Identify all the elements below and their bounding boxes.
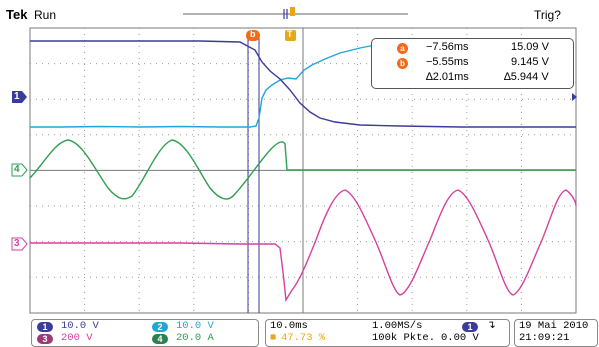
ch4-badge[interactable]: 4 <box>152 334 168 344</box>
cursor-b-badge-label: b <box>250 29 256 39</box>
acquisition-status: Run <box>34 8 57 22</box>
ch2-trace <box>30 40 396 128</box>
cursor-b-readout-badge: b <box>397 58 408 69</box>
trigger-position: 47.73 % <box>281 332 326 344</box>
ch4-scale: 20.0 A <box>176 332 214 344</box>
datetime-panel: 19 Mai 2010 21:09:21 <box>514 319 598 347</box>
status-bar: Tek Run Trig? <box>0 0 599 28</box>
trigger-level: 0.00 V <box>441 332 479 344</box>
brand-logo: Tek <box>6 7 28 22</box>
cursor-a-time: −7.56ms <box>426 41 469 53</box>
ch3-badge[interactable]: 3 <box>37 334 53 344</box>
record-position-indicator <box>183 7 408 19</box>
record-length: 100k Pkte. <box>372 332 436 344</box>
trigger-position-badge[interactable] <box>285 30 296 41</box>
trigger-level-arrow[interactable] <box>572 93 577 101</box>
falling-edge-icon: ↴ <box>487 319 496 331</box>
cursor-b-time: −5.55ms <box>426 56 469 68</box>
cursor-delta-time: ∆2.01ms <box>426 71 469 83</box>
date: 19 Mai 2010 <box>519 320 589 332</box>
channel-scale-panel[interactable]: 1 10.0 V 2 10.0 V 3 200 V 4 20.0 A <box>31 319 259 347</box>
ch3-trace <box>30 189 577 303</box>
cursor-readout-panel: a −7.56ms 15.09 V b −5.55ms 9.145 V ∆2.0… <box>371 38 574 89</box>
trigger-source-badge[interactable]: 1 <box>462 322 478 332</box>
ch1-marker-label: 1 <box>14 91 20 102</box>
trigger-status: Trig? <box>534 8 561 22</box>
ch3-marker-label: 3 <box>14 238 20 249</box>
cursor-a-voltage: 15.09 V <box>511 41 549 53</box>
ch3-ground-marker[interactable] <box>11 237 28 251</box>
ch4-trace <box>29 139 576 200</box>
trigger-badge-label: T <box>287 29 293 39</box>
sample-rate: 1.00MS/s <box>372 320 423 332</box>
ch1-trace <box>30 40 576 128</box>
cursor-a-badge: a <box>397 43 408 54</box>
ch1-scale: 10.0 V <box>61 320 99 332</box>
ch1-badge[interactable]: 1 <box>37 322 53 332</box>
ch3-scale: 200 V <box>61 332 93 344</box>
horizontal-scale: 10.0ms <box>270 320 308 332</box>
cursor-b-badge[interactable] <box>246 30 260 41</box>
graticule <box>30 28 576 313</box>
trigger-position-icon: ■ <box>270 332 277 344</box>
ch4-marker-label: 4 <box>14 164 20 175</box>
ch4-ground-marker[interactable] <box>11 163 28 177</box>
time: 21:09:21 <box>519 332 570 344</box>
cursor-b-voltage: 9.145 V <box>511 56 549 68</box>
ch2-scale: 10.0 V <box>176 320 214 332</box>
ch1-ground-marker[interactable] <box>12 91 27 103</box>
cursor-delta-voltage: ∆5.944 V <box>504 71 549 83</box>
ch2-badge[interactable]: 2 <box>152 322 168 332</box>
timebase-panel[interactable]: 10.0ms 1.00MS/s 1 ↴ ■ 47.73 % 100k Pkte.… <box>265 319 510 347</box>
